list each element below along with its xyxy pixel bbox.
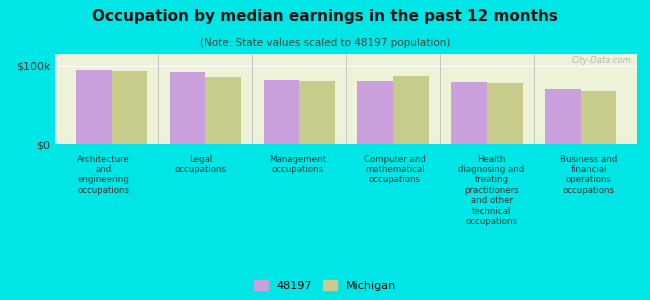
Bar	[205, 77, 241, 144]
Bar	[487, 83, 523, 144]
Bar	[393, 76, 429, 144]
Text: Business and
financial
operations
occupations: Business and financial operations occupa…	[560, 154, 617, 195]
Legend: 48197, Michigan: 48197, Michigan	[252, 278, 398, 293]
Bar	[545, 89, 580, 144]
Bar	[263, 80, 299, 144]
Bar	[170, 72, 205, 144]
Bar	[112, 71, 147, 144]
Bar	[358, 81, 393, 144]
Bar	[76, 70, 112, 144]
Bar	[451, 82, 487, 144]
Text: Computer and
mathematical
occupations: Computer and mathematical occupations	[363, 154, 426, 184]
Bar	[580, 91, 616, 144]
Text: Legal
occupations: Legal occupations	[175, 154, 227, 174]
Text: Occupation by median earnings in the past 12 months: Occupation by median earnings in the pas…	[92, 9, 558, 24]
Text: Health
diagnosing and
treating
practitioners
and other
technical
occupations: Health diagnosing and treating practitio…	[458, 154, 525, 226]
Text: Architecture
and
engineering
occupations: Architecture and engineering occupations	[77, 154, 130, 195]
Bar	[299, 81, 335, 144]
Text: Management
occupations: Management occupations	[269, 154, 326, 174]
Text: (Note: State values scaled to 48197 population): (Note: State values scaled to 48197 popu…	[200, 38, 450, 47]
Text: City-Data.com: City-Data.com	[571, 56, 631, 65]
